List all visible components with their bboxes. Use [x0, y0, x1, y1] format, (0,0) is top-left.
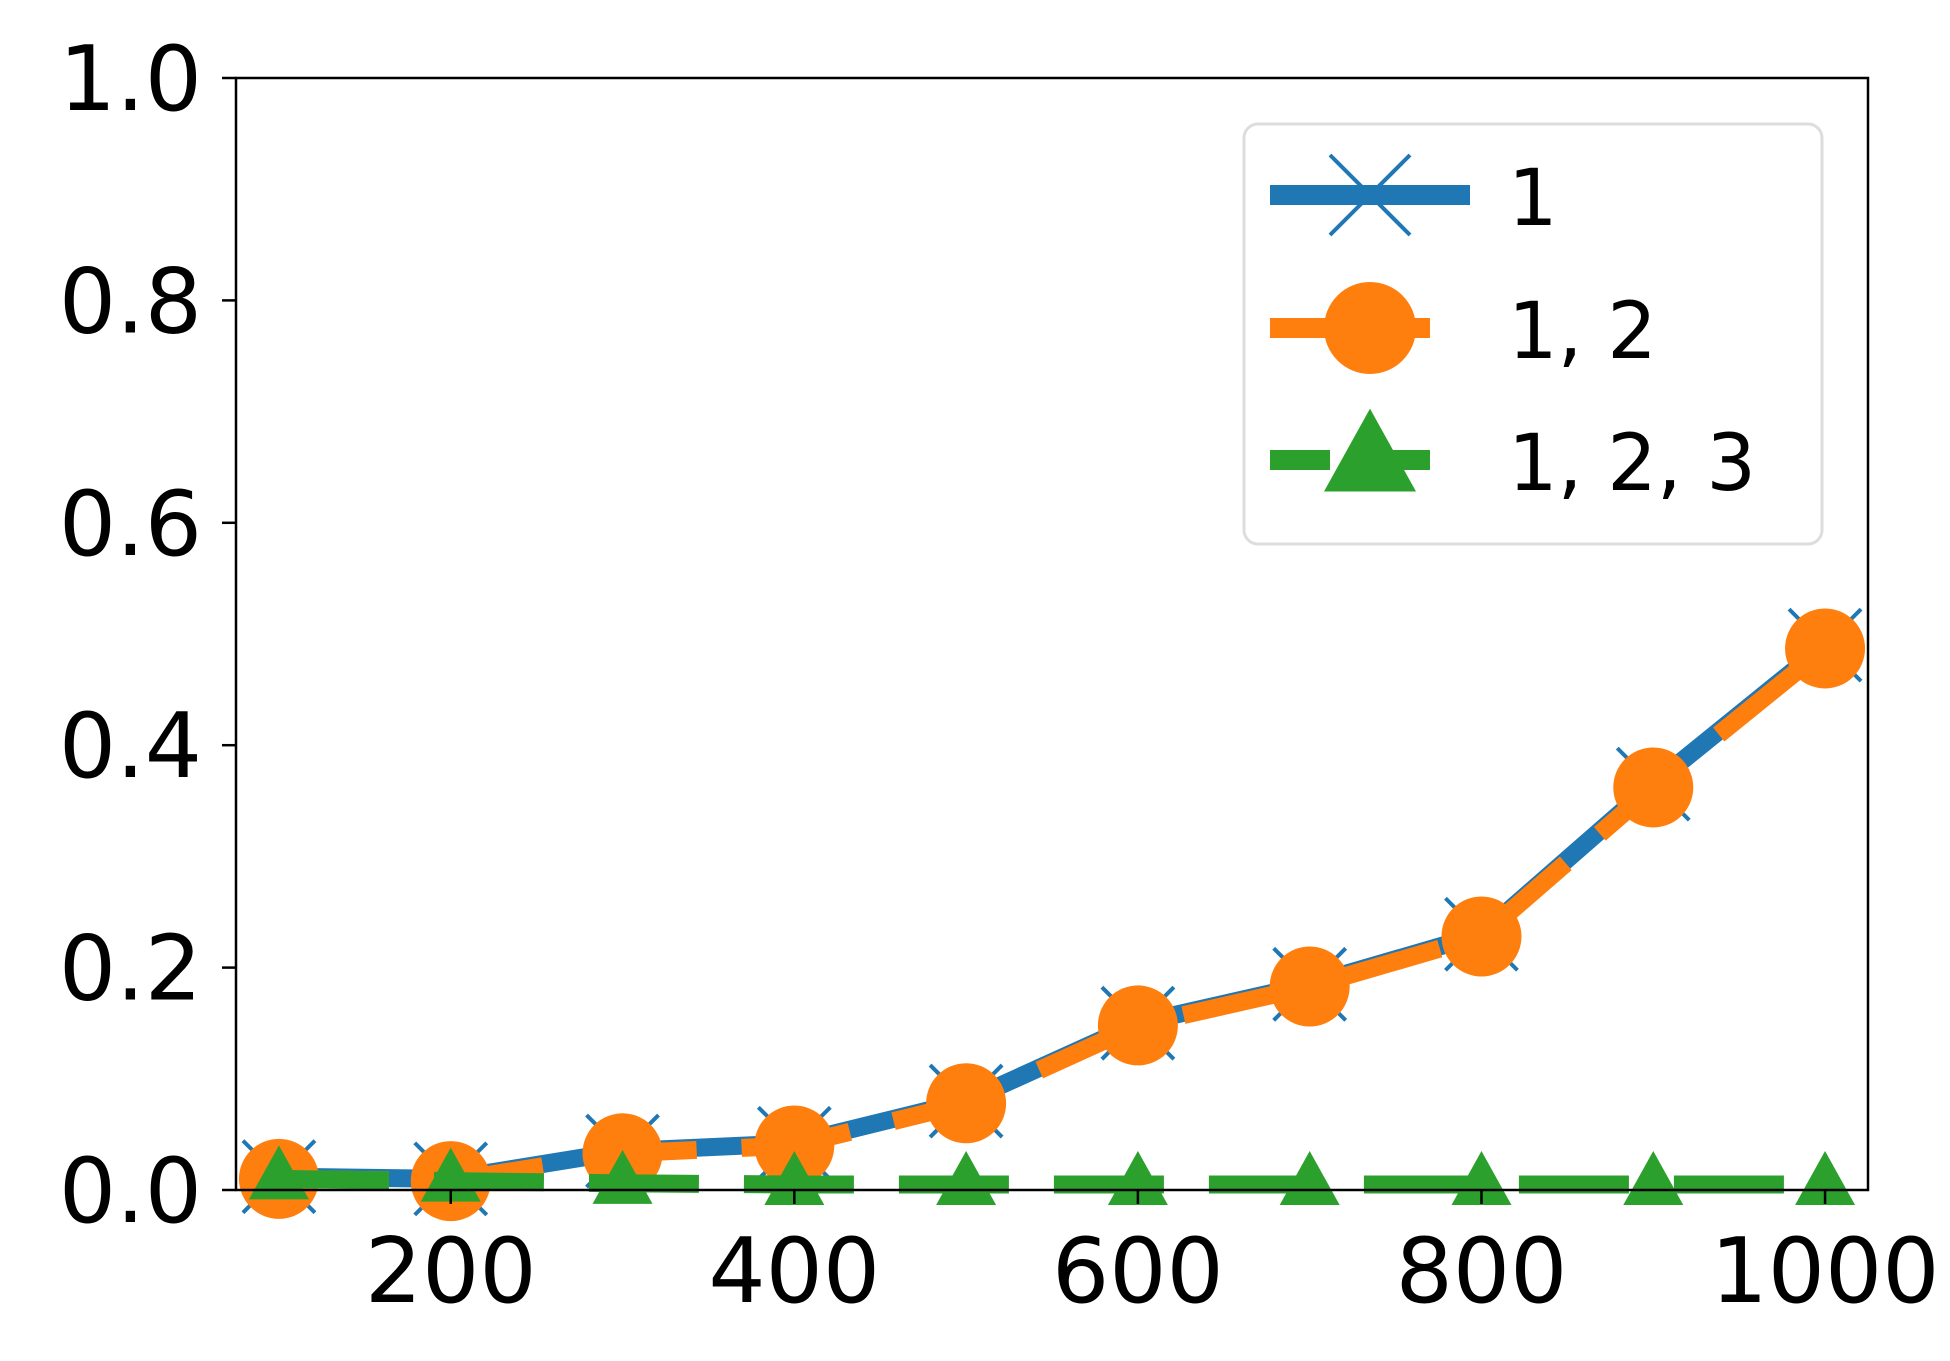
x-tick-label: 1000: [1711, 1219, 1940, 1324]
y-tick-label: 0.4: [59, 694, 202, 799]
data-point: [1441, 896, 1522, 977]
legend-label: 1: [1508, 154, 1558, 244]
series-1: [241, 607, 1863, 1217]
legend-marker: [1328, 153, 1412, 237]
series-layer: [238, 607, 1866, 1222]
x-tick-label: 800: [1396, 1219, 1568, 1324]
series-3: [248, 1145, 1856, 1205]
legend-marker: [1324, 408, 1416, 492]
legend-entry-3: 1, 2, 3: [1270, 408, 1756, 509]
plot-frame: [234, 76, 1870, 1192]
legend-label: 1, 2, 3: [1508, 419, 1756, 509]
y-tick-label: 0.6: [59, 472, 202, 577]
data-point: [926, 1063, 1007, 1144]
data-point: [1795, 1150, 1856, 1205]
data-point: [1107, 1150, 1168, 1205]
x-tick-label: 600: [1052, 1219, 1224, 1324]
data-point: [1785, 608, 1866, 689]
y-tick-label: 0.2: [59, 917, 202, 1022]
data-point: [764, 1150, 825, 1205]
series-2: [238, 608, 1866, 1222]
data-point: [1451, 1150, 1512, 1205]
y-tick-label: 1.0: [59, 27, 202, 132]
legend: 1 1, 2 1, 2, 3: [1242, 122, 1824, 546]
series-line: [278, 1169, 1826, 1194]
data-point: [1097, 985, 1178, 1066]
data-point: [248, 1145, 309, 1200]
data-point: [936, 1150, 997, 1205]
series-line: [278, 641, 1831, 1191]
data-point: [1279, 1150, 1340, 1205]
series-line: [278, 638, 1831, 1188]
legend-marker: [1324, 282, 1416, 374]
data-point: [420, 1147, 481, 1202]
data-point: [754, 1105, 835, 1186]
legend-entry-2: 1, 2: [1270, 282, 1657, 377]
x-tick-label: 400: [708, 1219, 880, 1324]
data-point: [1623, 1150, 1684, 1205]
x-tick-label: 200: [365, 1219, 537, 1324]
y-tick-label: 0.8: [59, 249, 202, 354]
y-tick-label: 0.0: [59, 1139, 202, 1244]
axes-layer: 200 400 600 800 1000 0.0 0.2 0.4 0.6 0.8 1.0: [59, 27, 1940, 1324]
legend-label: 1, 2: [1508, 287, 1657, 377]
legend-box: [1242, 122, 1824, 546]
data-point: [1269, 946, 1350, 1027]
legend-entry-1: 1: [1270, 153, 1558, 244]
data-point: [1613, 747, 1694, 828]
